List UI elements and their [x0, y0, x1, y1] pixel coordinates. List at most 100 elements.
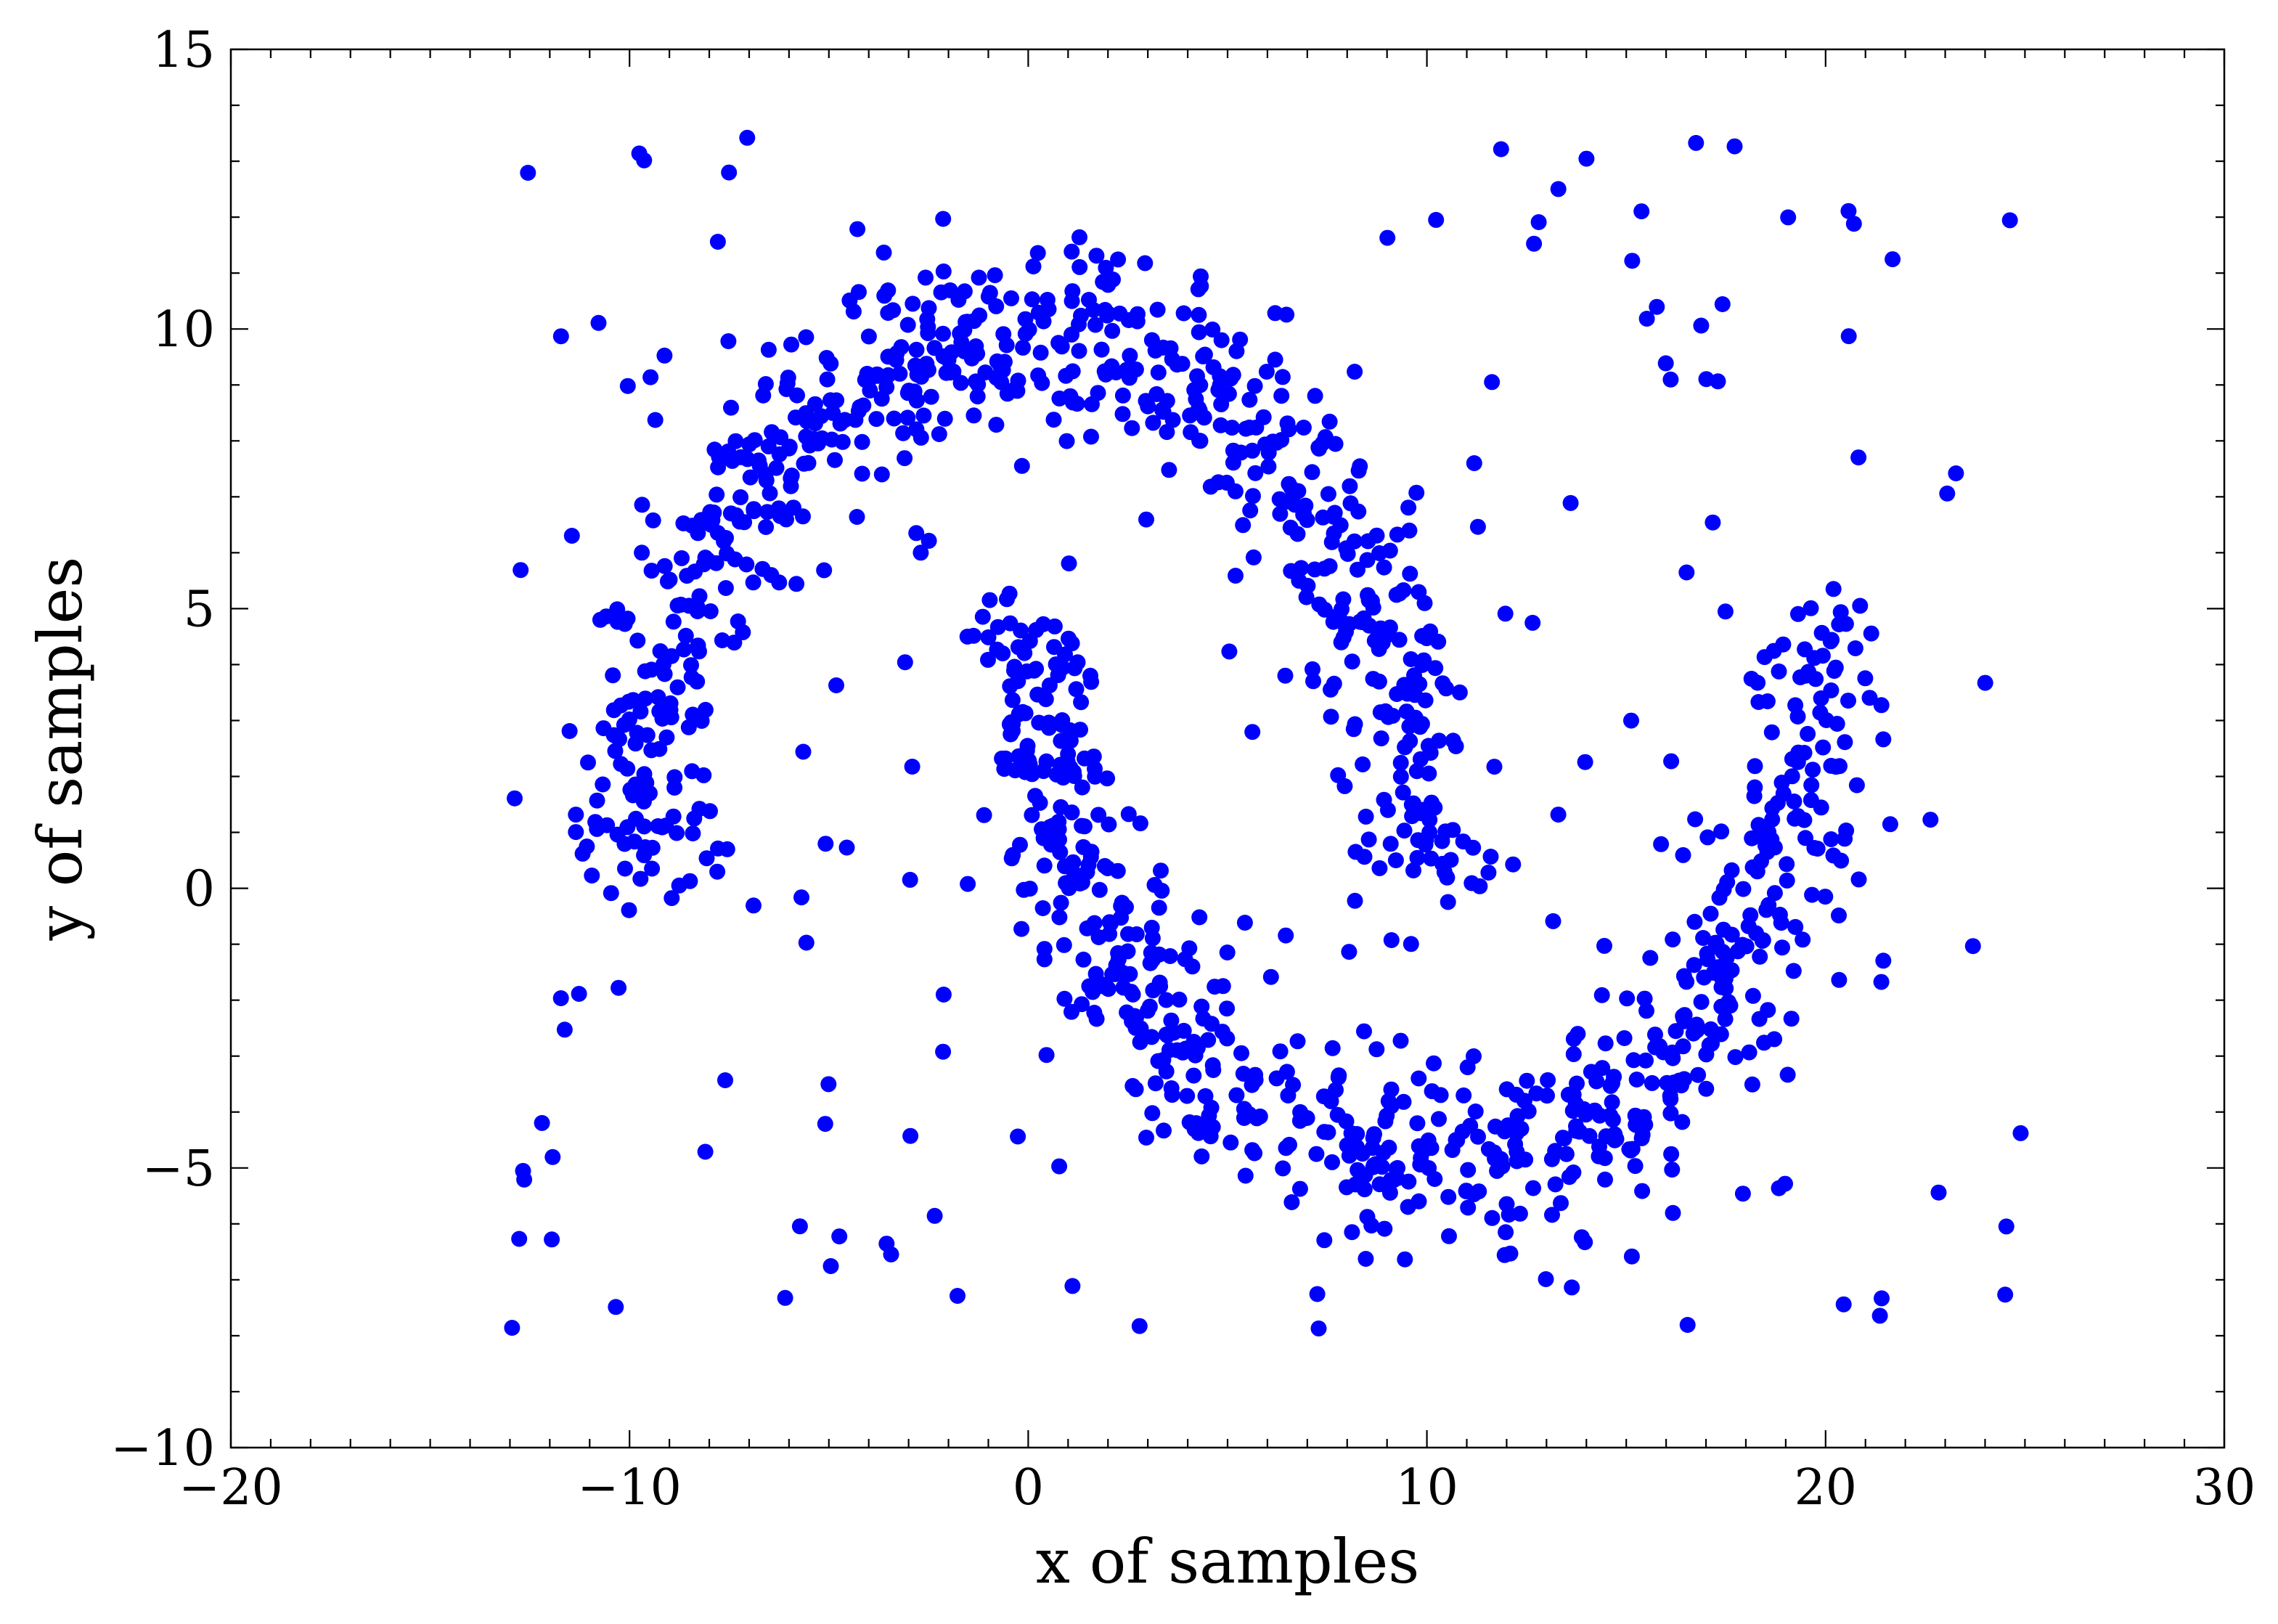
- scatter-point: [1463, 875, 1480, 891]
- scatter-point: [1056, 937, 1072, 953]
- scatter-point: [1562, 494, 1579, 511]
- scatter-point: [632, 703, 649, 720]
- scatter-point: [1467, 1103, 1484, 1119]
- scatter-point: [1775, 636, 1792, 653]
- scatter-point: [1482, 849, 1499, 865]
- scatter-point: [1200, 1032, 1217, 1048]
- scatter-point: [1050, 667, 1066, 683]
- scatter-point: [1115, 979, 1132, 996]
- scatter-point: [1577, 754, 1593, 770]
- scatter-point: [1346, 533, 1363, 550]
- scatter-point: [1649, 298, 1665, 315]
- scatter-point: [1066, 660, 1083, 677]
- scatter-point: [999, 385, 1016, 402]
- scatter-point: [1058, 367, 1074, 384]
- scatter-point: [1202, 478, 1219, 495]
- scatter-point: [1665, 931, 1681, 948]
- scatter-point: [1003, 726, 1019, 743]
- scatter-point: [777, 1289, 793, 1306]
- scatter-point: [605, 727, 622, 743]
- scatter-point: [1524, 614, 1541, 631]
- scatter-point: [665, 613, 682, 630]
- scatter-point: [1061, 630, 1077, 647]
- scatter-point: [1132, 1034, 1148, 1050]
- x-tick-label: 30: [2193, 1459, 2256, 1517]
- scatter-point: [1179, 1088, 1196, 1104]
- scatter-point: [1345, 721, 1362, 738]
- scatter-point: [935, 325, 951, 342]
- scatter-point: [689, 673, 706, 690]
- scatter-point: [1437, 823, 1454, 840]
- scatter-point: [1339, 546, 1356, 562]
- scatter-point: [654, 711, 671, 727]
- scatter-point: [1379, 1107, 1395, 1124]
- scatter-point: [627, 735, 644, 752]
- scatter-point: [681, 597, 698, 614]
- scatter-point: [507, 790, 523, 807]
- scatter-point: [1096, 363, 1113, 380]
- scatter-point: [642, 369, 659, 385]
- scatter-point: [1874, 1290, 1890, 1307]
- scatter-point: [1271, 491, 1288, 507]
- scatter-point: [971, 269, 987, 286]
- scatter-point: [1441, 1228, 1457, 1244]
- scatter-point: [1568, 1118, 1584, 1135]
- scatter-point: [1281, 421, 1297, 438]
- x-axis-label: x of samples: [1036, 1526, 1420, 1597]
- scatter-point: [1766, 1031, 1783, 1048]
- scatter-point: [1352, 458, 1368, 475]
- scatter-point: [650, 689, 666, 706]
- scatter-point: [1826, 663, 1842, 680]
- scatter-point: [1850, 871, 1867, 888]
- scatter-point: [1277, 667, 1294, 684]
- scatter-point: [988, 370, 1005, 386]
- scatter-point: [1144, 1105, 1161, 1122]
- scatter-point: [1389, 1159, 1406, 1176]
- scatter-point: [1516, 1093, 1532, 1109]
- scatter-point: [1717, 603, 1734, 620]
- scatter-point: [1380, 1093, 1397, 1109]
- scatter-point: [1244, 724, 1261, 740]
- scatter-point: [754, 560, 771, 577]
- scatter-point: [1379, 229, 1396, 246]
- scatter-point: [1796, 812, 1813, 828]
- scatter-point: [1344, 653, 1360, 670]
- scatter-point: [702, 603, 719, 619]
- scatter-point: [931, 426, 947, 442]
- scatter-point: [1030, 304, 1047, 321]
- scatter-point: [952, 375, 969, 391]
- scatter-point: [1154, 882, 1170, 899]
- scatter-point: [1074, 817, 1090, 834]
- scatter-point: [1424, 794, 1440, 811]
- scatter-point: [571, 986, 587, 1002]
- scatter-point: [1604, 1094, 1620, 1111]
- scatter-point: [1814, 648, 1831, 664]
- scatter-point: [1695, 930, 1712, 946]
- scatter-point: [1400, 1199, 1416, 1215]
- scatter-point: [1403, 936, 1419, 952]
- scatter-point: [1358, 1251, 1374, 1267]
- scatter-point: [1627, 1158, 1644, 1175]
- scatter-point: [1171, 991, 1188, 1008]
- scatter-point: [685, 825, 701, 841]
- scatter-point: [717, 1072, 733, 1088]
- scatter-point: [1046, 639, 1062, 656]
- scatter-point: [1014, 703, 1031, 720]
- scatter-point: [822, 392, 838, 409]
- scatter-point: [1740, 918, 1757, 934]
- plot-frame: [229, 48, 2226, 1449]
- scatter-point: [590, 314, 607, 331]
- scatter-point: [880, 367, 897, 383]
- scatter-point: [1596, 937, 1612, 954]
- scatter-point: [636, 847, 653, 864]
- scatter-point: [1327, 436, 1344, 452]
- scatter-point: [1204, 1057, 1221, 1074]
- scatter-point: [1241, 419, 1257, 436]
- scatter-point: [515, 1162, 531, 1179]
- scatter-point: [1408, 763, 1425, 780]
- scatter-point: [711, 449, 727, 465]
- scatter-point: [1073, 694, 1090, 711]
- scatter-point: [632, 870, 649, 887]
- scatter-point: [1439, 869, 1456, 886]
- scatter-point: [1824, 632, 1840, 648]
